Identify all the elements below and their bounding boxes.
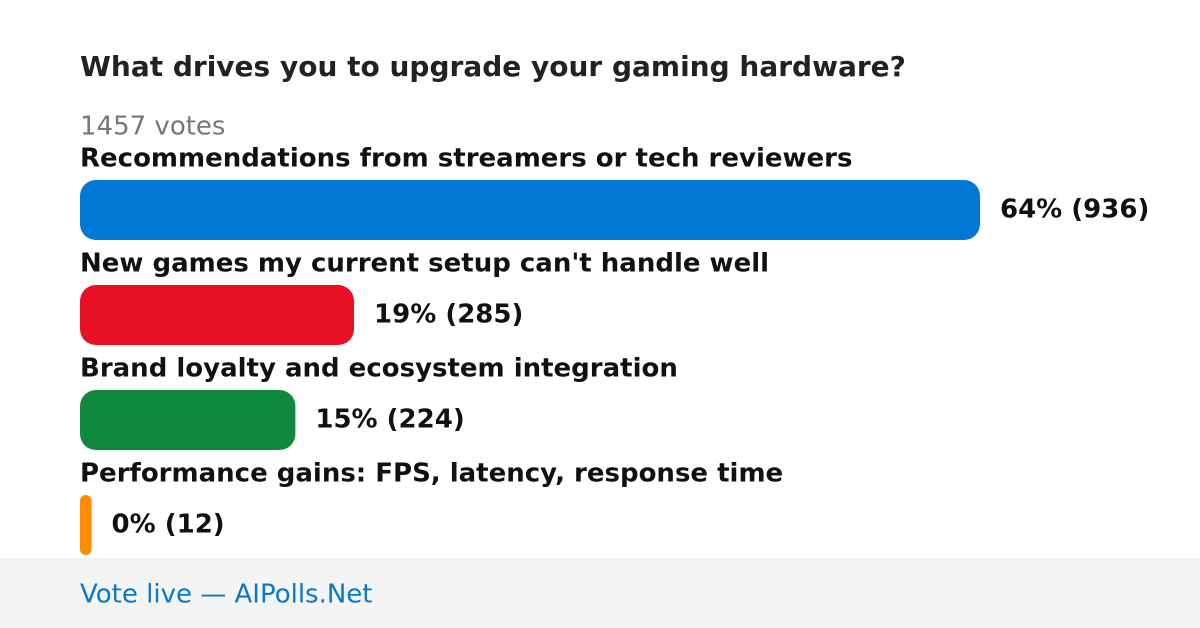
result-label: 64% (936) [1000, 195, 1149, 225]
poll-title: What drives you to upgrade your gaming h… [80, 50, 906, 83]
option-label: Brand loyalty and ecosystem integration [80, 354, 678, 384]
vote-count: 1457 votes [80, 112, 225, 142]
footer-band [0, 558, 1200, 628]
result-label: 15% (224) [315, 405, 464, 435]
result-bar [80, 285, 355, 345]
option-label: Recommendations from streamers or tech r… [80, 144, 852, 174]
option-label: New games my current setup can't handle … [80, 249, 769, 279]
result-bar [80, 495, 92, 555]
result-bar [80, 180, 980, 240]
result-label: 19% (285) [374, 300, 523, 330]
result-bar [80, 390, 296, 450]
option-label: Performance gains: FPS, latency, respons… [80, 459, 783, 489]
footer-link[interactable]: Vote live — AIPolls.Net [80, 580, 373, 610]
result-label: 0% (12) [112, 510, 225, 540]
